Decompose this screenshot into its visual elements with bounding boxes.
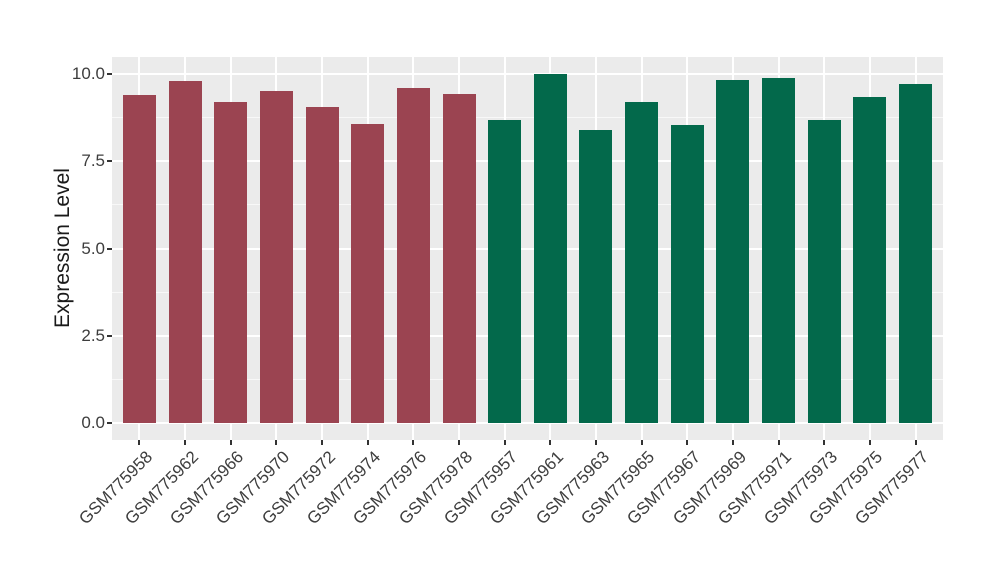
plot-panel — [112, 57, 943, 440]
x-axis-tick — [731, 440, 734, 445]
y-tick-label: 10.0 — [71, 64, 105, 84]
y-axis-tick — [107, 247, 112, 250]
x-axis-tick — [366, 440, 369, 445]
x-axis-tick — [184, 440, 187, 445]
x-axis-tick — [594, 440, 597, 445]
x-axis-tick — [503, 440, 506, 445]
bar-GSM775961 — [533, 74, 567, 423]
x-axis-tick — [777, 440, 780, 445]
x-axis-tick — [914, 440, 917, 445]
bar-GSM775958 — [122, 95, 156, 423]
x-axis-tick — [868, 440, 871, 445]
x-axis-tick — [458, 440, 460, 445]
bar-GSM775974 — [351, 123, 385, 423]
bar-GSM775976 — [396, 88, 430, 423]
bar-GSM775957 — [488, 120, 522, 423]
horizontal-major-gridline — [112, 160, 943, 163]
bar-GSM775973 — [807, 119, 841, 423]
x-axis-tick — [686, 440, 689, 445]
horizontal-major-gridline — [112, 247, 943, 250]
bar-GSM775971 — [762, 77, 796, 423]
horizontal-minor-gridline — [112, 291, 943, 293]
bar-GSM775970 — [259, 91, 293, 423]
y-axis-tick — [107, 160, 112, 163]
y-tick-label: 0.0 — [81, 412, 105, 432]
y-tick-label: 2.5 — [81, 325, 105, 345]
x-axis-tick — [549, 440, 552, 445]
x-axis-tick — [275, 440, 278, 445]
horizontal-minor-gridline — [112, 378, 943, 380]
horizontal-major-gridline — [112, 334, 943, 337]
bar-GSM775965 — [625, 101, 659, 423]
x-axis-tick — [321, 440, 324, 445]
y-axis-tick — [107, 421, 112, 424]
x-axis-tick — [138, 440, 141, 445]
bar-GSM775975 — [853, 97, 887, 423]
bar-GSM775977 — [899, 83, 933, 423]
horizontal-major-gridline — [112, 421, 943, 424]
bar-GSM775966 — [214, 101, 248, 423]
y-tick-label: 5.0 — [81, 238, 105, 258]
horizontal-minor-gridline — [112, 204, 943, 206]
bar-GSM775972 — [305, 107, 339, 423]
horizontal-minor-gridline — [112, 117, 943, 119]
x-axis-tick — [229, 440, 232, 445]
bar-GSM775978 — [442, 93, 476, 423]
bar-GSM775969 — [716, 79, 750, 423]
x-axis-tick — [640, 440, 643, 445]
y-tick-label: 7.5 — [81, 151, 105, 171]
bar-GSM775967 — [670, 124, 704, 423]
y-axis-tick — [107, 73, 112, 76]
y-axis-tick — [107, 334, 112, 337]
x-axis-tick — [412, 440, 415, 445]
horizontal-major-gridline — [112, 73, 943, 76]
x-axis-tick — [823, 440, 826, 445]
bar-GSM775962 — [168, 80, 202, 423]
bar-GSM775963 — [579, 130, 613, 423]
